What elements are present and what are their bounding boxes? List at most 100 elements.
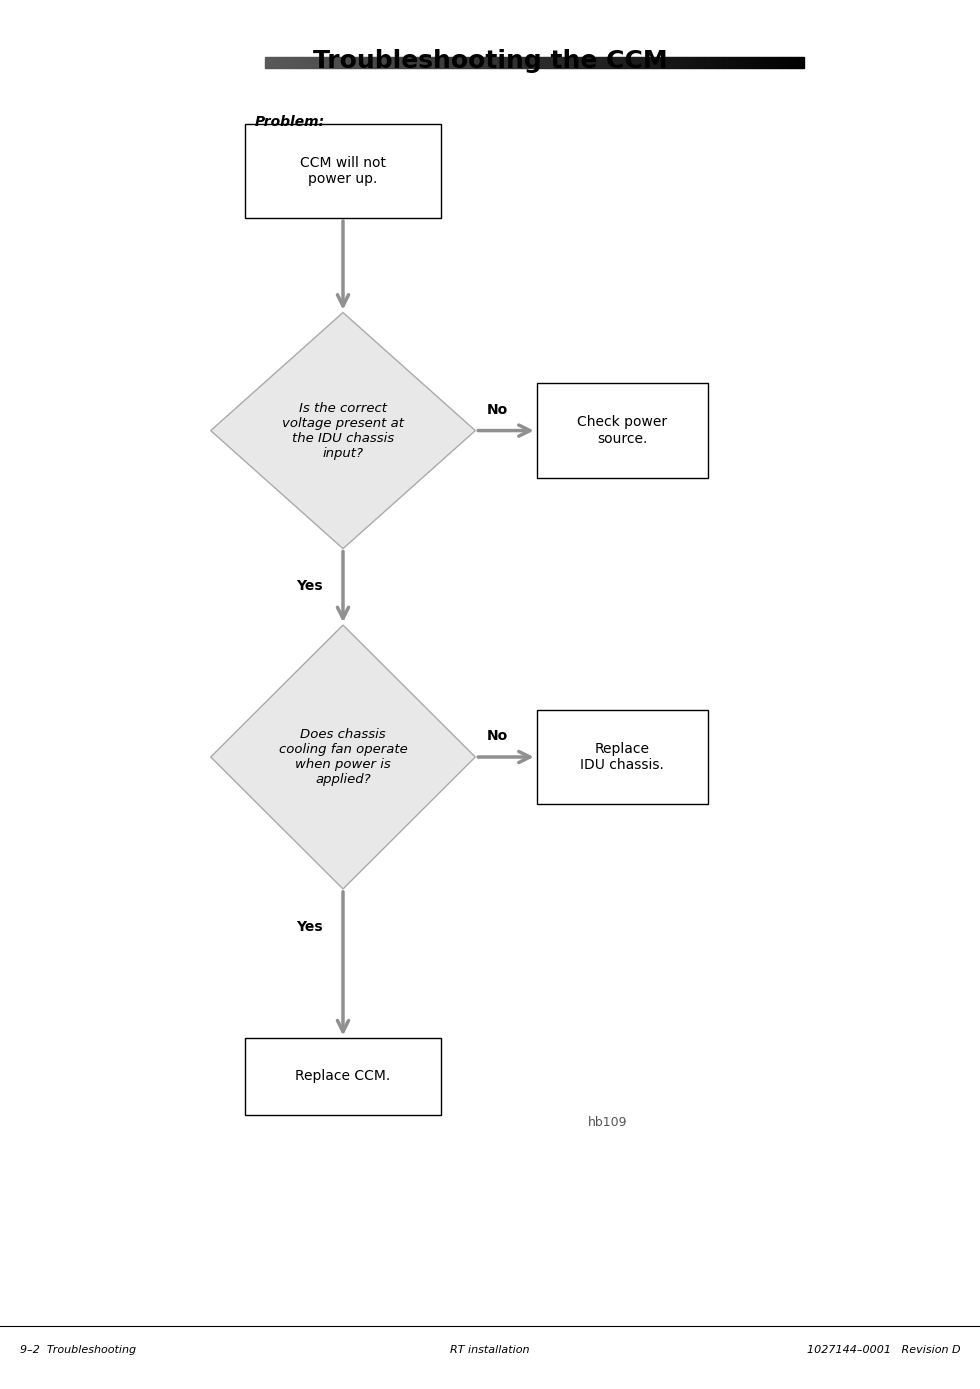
Bar [316,57,318,68]
Bar [730,57,732,68]
Bar [700,57,702,68]
Bar [314,57,316,68]
Bar [802,57,804,68]
Bar [690,57,692,68]
Bar [323,57,326,68]
Bar [338,57,341,68]
Text: Replace CCM.: Replace CCM. [295,1070,391,1083]
Text: No: No [487,403,509,417]
Bar [345,57,347,68]
Bar [575,57,577,68]
Bar [370,57,372,68]
Bar [499,57,502,68]
Bar [343,57,345,68]
Bar [658,57,660,68]
Bar [763,57,765,68]
Bar [364,57,367,68]
Polygon shape [211,313,475,549]
Bar [535,57,537,68]
Bar [387,57,389,68]
Bar [529,57,531,68]
Bar [542,57,544,68]
Bar [601,57,603,68]
Bar [550,57,552,68]
Bar [307,57,309,68]
Bar [303,57,305,68]
Text: hb109: hb109 [588,1115,627,1129]
Bar [453,57,455,68]
Bar [793,57,795,68]
Bar [347,57,349,68]
Bar [557,57,559,68]
Bar [286,57,288,68]
Bar [758,57,760,68]
Bar [612,57,613,68]
Bar [431,57,434,68]
Bar [482,57,484,68]
Bar [776,57,778,68]
Bar [738,57,740,68]
Bar [641,57,643,68]
Bar [622,57,624,68]
Bar [299,57,301,68]
Bar [652,57,654,68]
Bar [360,57,362,68]
Bar [539,57,542,68]
Bar [381,57,383,68]
Bar [712,57,714,68]
Bar [597,57,599,68]
Bar [677,57,679,68]
Bar [367,57,368,68]
Bar [778,57,780,68]
Bar [349,57,351,68]
Bar [666,57,668,68]
Bar [747,57,749,68]
Bar [559,57,561,68]
Bar [301,57,303,68]
Bar [429,57,431,68]
FancyBboxPatch shape [537,710,708,804]
Bar [619,57,622,68]
Bar [520,57,522,68]
Bar [656,57,658,68]
Bar [495,57,497,68]
Bar [561,57,563,68]
Bar [273,57,275,68]
Bar [389,57,391,68]
Bar [459,57,462,68]
Bar [514,57,516,68]
Bar [753,57,755,68]
Bar [277,57,279,68]
Bar [709,57,710,68]
Bar [440,57,442,68]
Bar [745,57,747,68]
Bar [590,57,592,68]
Bar [351,57,354,68]
Bar [660,57,662,68]
Bar [749,57,751,68]
Bar [698,57,700,68]
Bar [548,57,550,68]
Bar [328,57,330,68]
Text: 1027144–0001   Revision D: 1027144–0001 Revision D [807,1345,960,1356]
Bar [760,57,761,68]
Bar [719,57,721,68]
Bar [554,57,557,68]
Bar [385,57,387,68]
Bar [791,57,793,68]
Bar [742,57,745,68]
Bar [394,57,396,68]
Bar [296,57,299,68]
Bar [404,57,407,68]
Bar [692,57,694,68]
Bar [632,57,634,68]
Text: Yes: Yes [296,920,322,933]
Bar [267,57,269,68]
Bar [275,57,277,68]
Bar [341,57,343,68]
Bar [362,57,364,68]
Bar [569,57,571,68]
Bar [624,57,626,68]
Bar [442,57,444,68]
Bar [413,57,415,68]
